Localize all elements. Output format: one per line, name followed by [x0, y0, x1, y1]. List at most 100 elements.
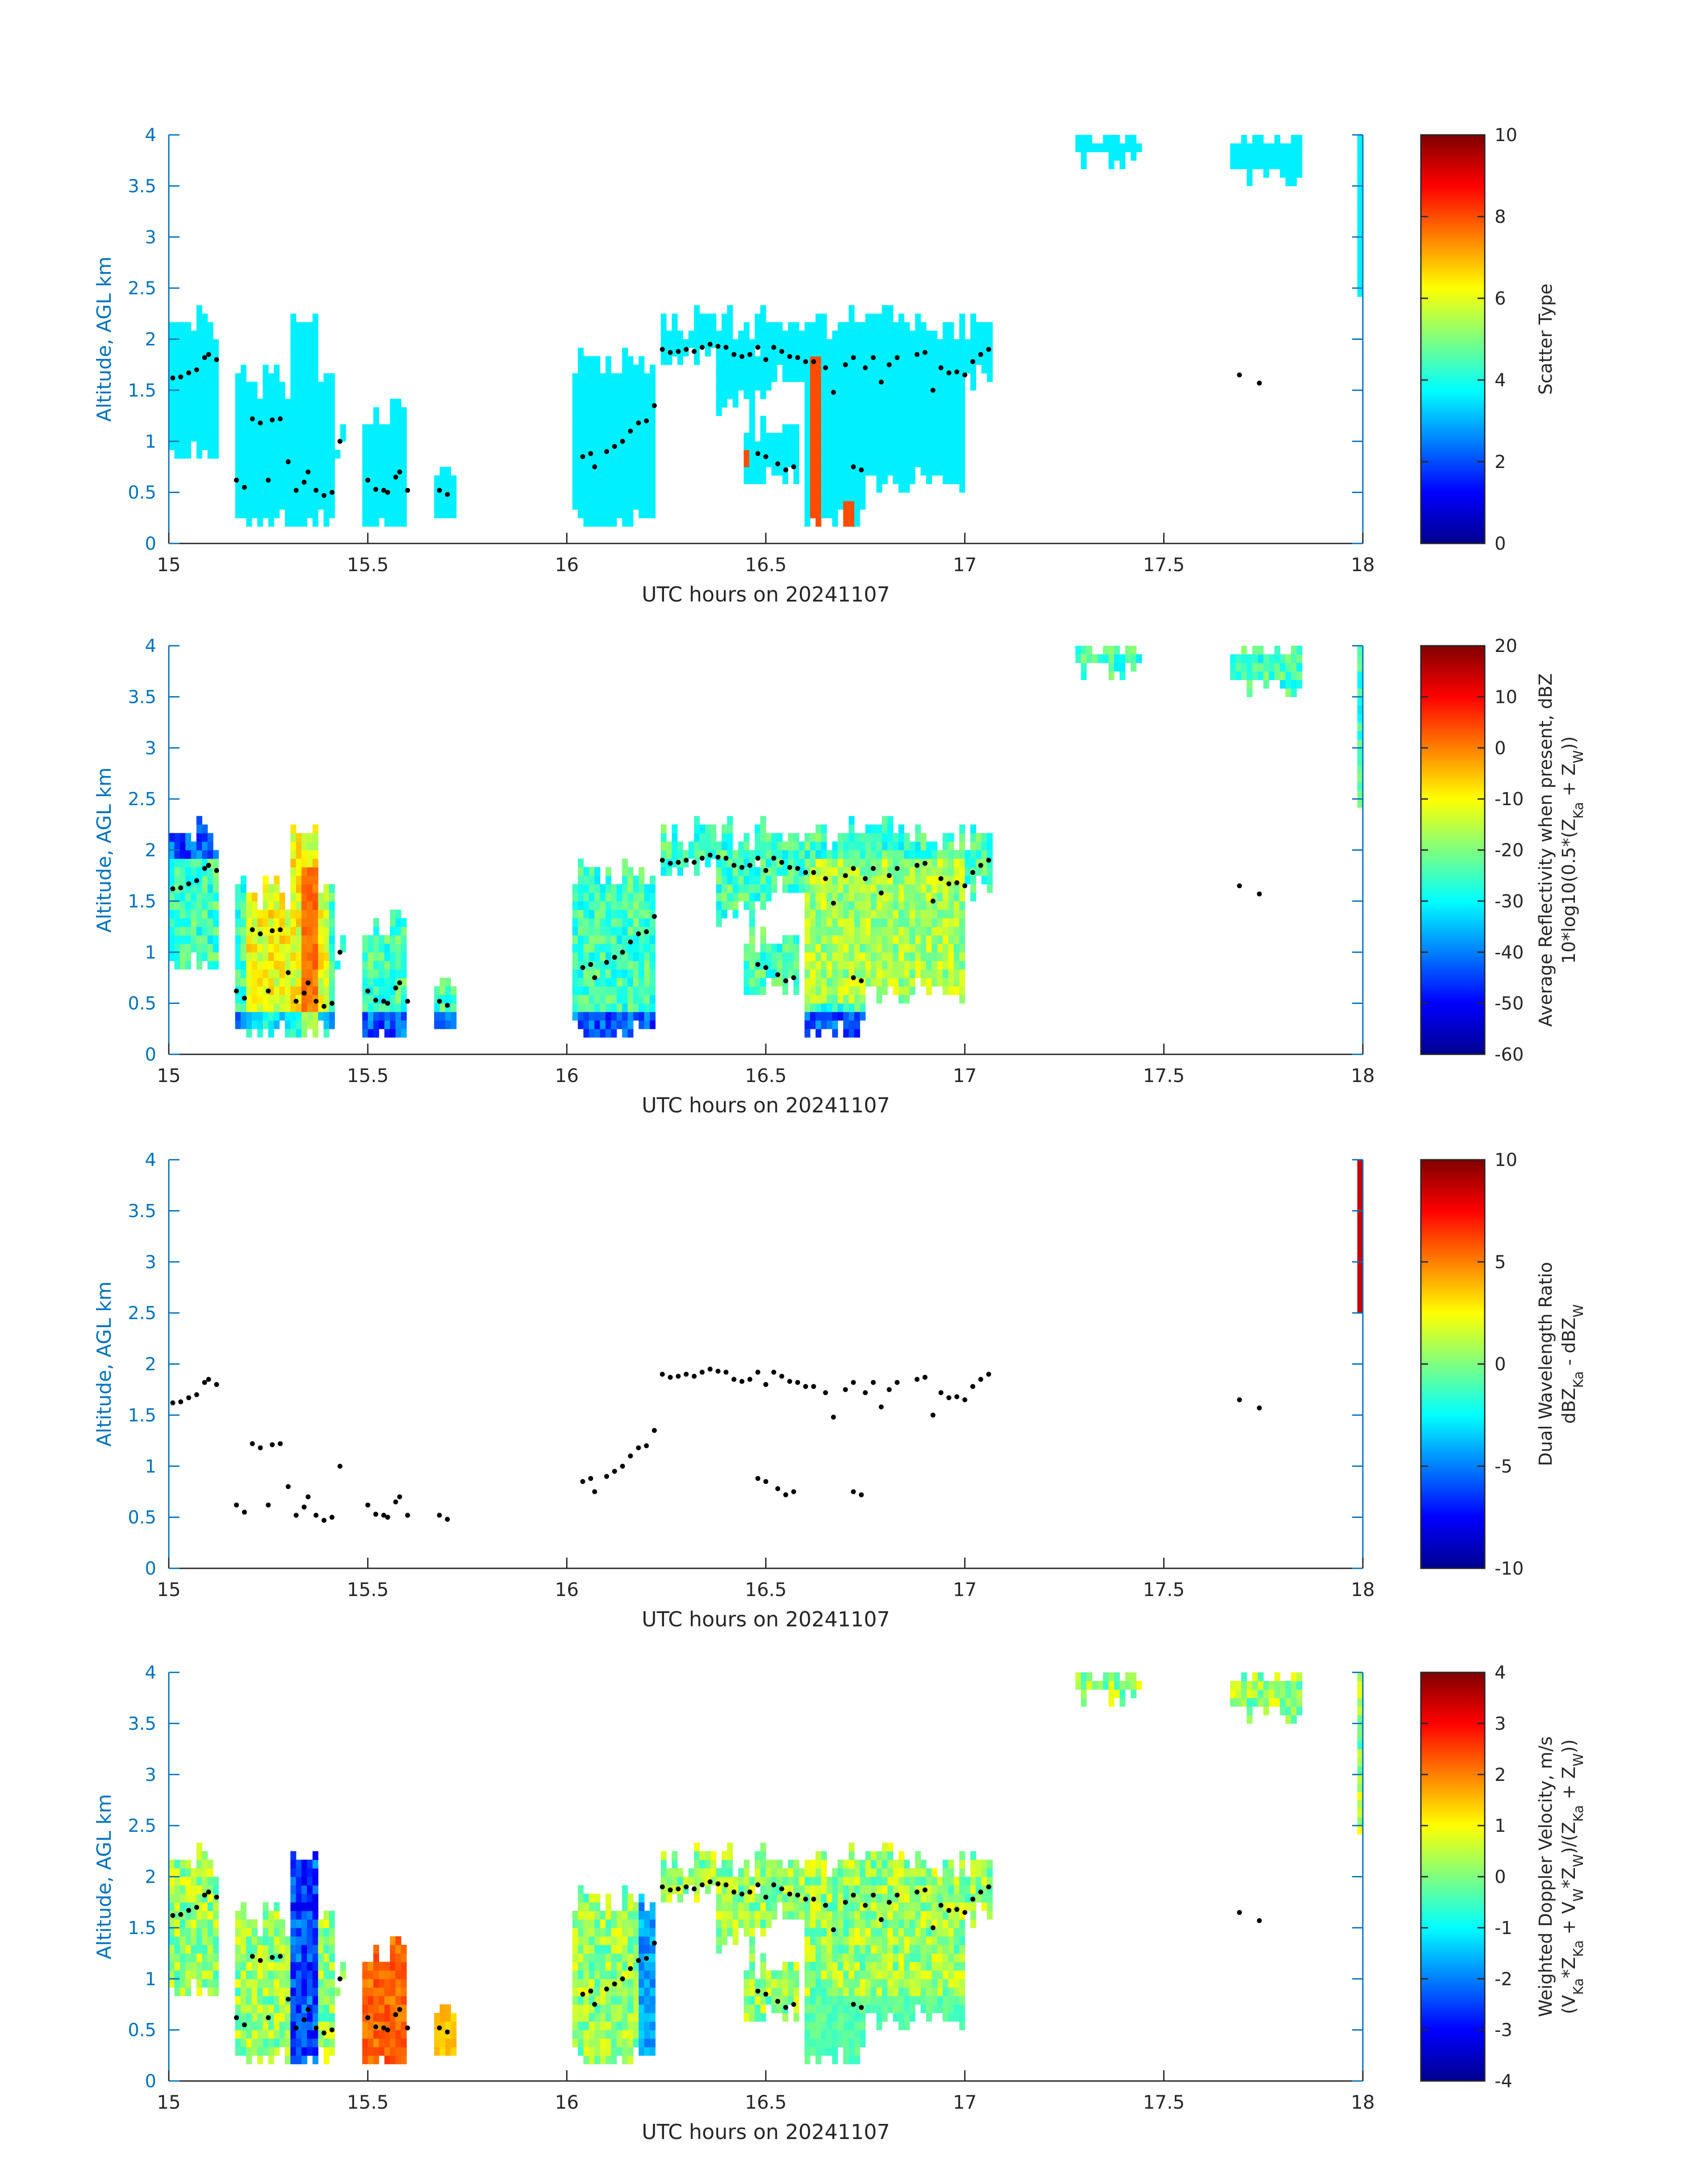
heatmap-cell [307, 1868, 313, 1877]
heatmap-cell [804, 952, 810, 961]
heatmap-cell [815, 1011, 822, 1021]
heatmap-cell [180, 1987, 186, 1996]
cloud-top-point [731, 863, 737, 868]
heatmap-cell [334, 450, 341, 459]
heatmap-cell [837, 416, 844, 425]
heatmap-cell [290, 961, 296, 969]
heatmap-cell [246, 2055, 252, 2064]
heatmap-cell [240, 978, 246, 987]
heatmap-cell [174, 356, 180, 365]
heatmap-cell [572, 407, 578, 416]
heatmap-cell [827, 441, 833, 450]
heatmap-cell [296, 2038, 302, 2047]
heatmap-cell [843, 467, 849, 476]
heatmap-cell [174, 935, 180, 944]
heatmap-cell [589, 935, 595, 944]
heatmap-cell [307, 961, 313, 969]
heatmap-cell [379, 986, 385, 995]
heatmap-cell [180, 1945, 186, 1954]
heatmap-cell [589, 1953, 595, 1962]
heatmap-cell [722, 858, 727, 868]
heatmap-cell [766, 892, 772, 902]
heatmap-cell [307, 901, 313, 910]
heatmap-cell [445, 475, 451, 485]
heatmap-cell [312, 952, 318, 961]
cloud-top-point [250, 927, 255, 932]
heatmap-cell [760, 927, 766, 936]
heatmap-cell [207, 1987, 213, 1996]
heatmap-cell [843, 994, 849, 1004]
heatmap-cell [815, 994, 822, 1004]
heatmap-cell [318, 978, 324, 987]
heatmap-cell [174, 918, 180, 927]
heatmap-cell [329, 884, 335, 893]
heatmap-cell [240, 2038, 246, 2047]
heatmap-cell [660, 313, 667, 322]
heatmap-cell [1263, 152, 1270, 161]
heatmap-cell [837, 935, 844, 944]
heatmap-cell [622, 398, 628, 408]
heatmap-cell [616, 416, 622, 425]
heatmap-cell [390, 1970, 396, 1979]
heatmap-cell [865, 416, 871, 425]
heatmap-cell [213, 892, 219, 902]
cloud-top-point [707, 1366, 713, 1372]
heatmap-cell [893, 961, 899, 969]
heatmap-cell [235, 1020, 241, 1029]
heatmap-cell [611, 918, 617, 927]
heatmap-cell [318, 450, 324, 459]
heatmap-cell [274, 944, 280, 953]
heatmap-cell [606, 986, 611, 995]
heatmap-cell [301, 1936, 308, 1945]
heatmap-cell [600, 398, 606, 408]
heatmap-cell [307, 1859, 313, 1869]
cloud-top-point [779, 1374, 785, 1379]
heatmap-cell [832, 961, 838, 969]
heatmap-cell [367, 424, 374, 433]
heatmap-cell [594, 884, 601, 893]
heatmap-cell [882, 475, 888, 485]
heatmap-cell [235, 424, 241, 433]
heatmap-cell [766, 433, 772, 442]
heatmap-cell [937, 850, 943, 859]
cloud-top-point [437, 999, 442, 1004]
heatmap-cell [246, 484, 252, 493]
heatmap-cell [373, 1962, 379, 1971]
heatmap-cell [274, 935, 280, 944]
heatmap-cell [898, 850, 905, 859]
heatmap-cell [307, 416, 313, 425]
heatmap-cell [926, 892, 932, 902]
heatmap-cell [650, 381, 656, 391]
heatmap-cell [832, 407, 838, 416]
heatmap-cell [1075, 654, 1082, 663]
heatmap-cell [367, 484, 374, 493]
heatmap-cell [207, 339, 213, 348]
heatmap-cell [793, 935, 799, 944]
heatmap-cell [677, 867, 683, 876]
y-tick-label: 1 [145, 431, 156, 452]
heatmap-cell [589, 1936, 595, 1945]
heatmap-cell [606, 1945, 611, 1954]
heatmap-cell [953, 373, 960, 382]
heatmap-cell [307, 994, 313, 1004]
heatmap-cell [683, 339, 689, 348]
heatmap-cell [1114, 654, 1120, 663]
cloud-top-point [258, 1445, 263, 1450]
heatmap-cell [915, 867, 921, 876]
heatmap-cell [804, 424, 810, 433]
heatmap-cell [871, 416, 877, 425]
heatmap-cell [583, 1962, 589, 1971]
heatmap-cell [240, 1953, 246, 1962]
heatmap-cell [611, 373, 617, 382]
heatmap-cell [606, 1011, 611, 1021]
heatmap-cell [251, 892, 258, 902]
heatmap-cell [240, 909, 246, 919]
heatmap-cell [843, 398, 849, 408]
heatmap-cell [180, 322, 186, 331]
heatmap-cell [755, 833, 761, 842]
cloud-top-point [194, 1392, 199, 1397]
heatmap-cell [931, 944, 938, 953]
heatmap-cell [771, 884, 777, 893]
heatmap-cell [583, 381, 589, 391]
